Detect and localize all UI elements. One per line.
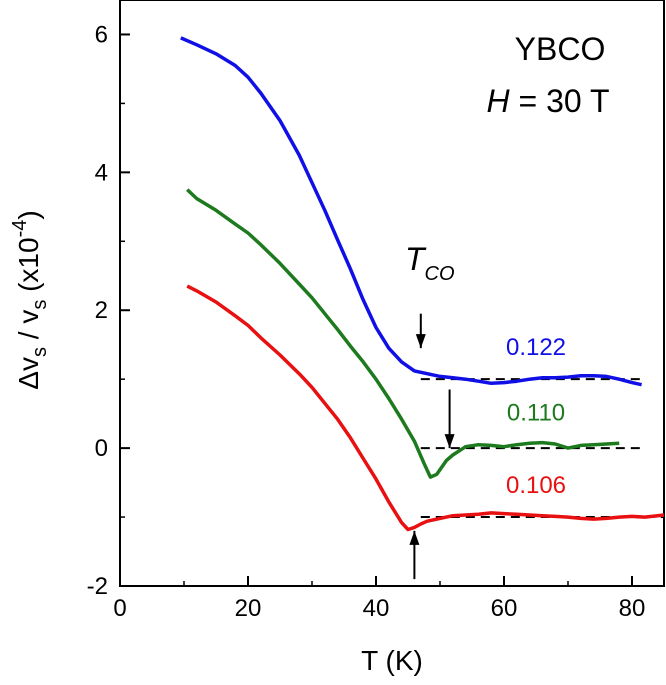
y-axis-title: Δvs / vs (x10-4) xyxy=(9,210,51,389)
tco-label: TCO xyxy=(405,241,455,285)
x-tick-label: 40 xyxy=(363,595,390,622)
y-tick-label: 4 xyxy=(95,159,108,186)
x-axis-title: T (K) xyxy=(361,645,423,676)
y-tick-label: 6 xyxy=(95,21,108,48)
tco-arrow-head xyxy=(416,334,426,348)
y-tick-label: 0 xyxy=(95,435,108,462)
series-label-0.122: 0.122 xyxy=(506,334,566,361)
material-label: YBCO xyxy=(515,31,606,67)
tco-arrow-head xyxy=(445,434,455,448)
series-label-0.110: 0.110 xyxy=(507,400,565,427)
x-tick-label: 80 xyxy=(619,595,646,622)
field-label: H = 30 T xyxy=(486,83,609,119)
series-label-0.106: 0.106 xyxy=(506,472,566,499)
x-tick-label: 20 xyxy=(235,595,262,622)
x-tick-label: 0 xyxy=(113,595,126,622)
line-chart: 0 20 40 60 80-20246 0.1220.1100.106 YBCO H =… xyxy=(0,0,666,685)
tco-arrow-head xyxy=(409,531,419,545)
series-line-0.106 xyxy=(187,286,664,529)
y-tick-label: 2 xyxy=(95,297,108,324)
y-tick-label: -2 xyxy=(87,573,108,600)
x-tick-label: 60 xyxy=(491,595,518,622)
